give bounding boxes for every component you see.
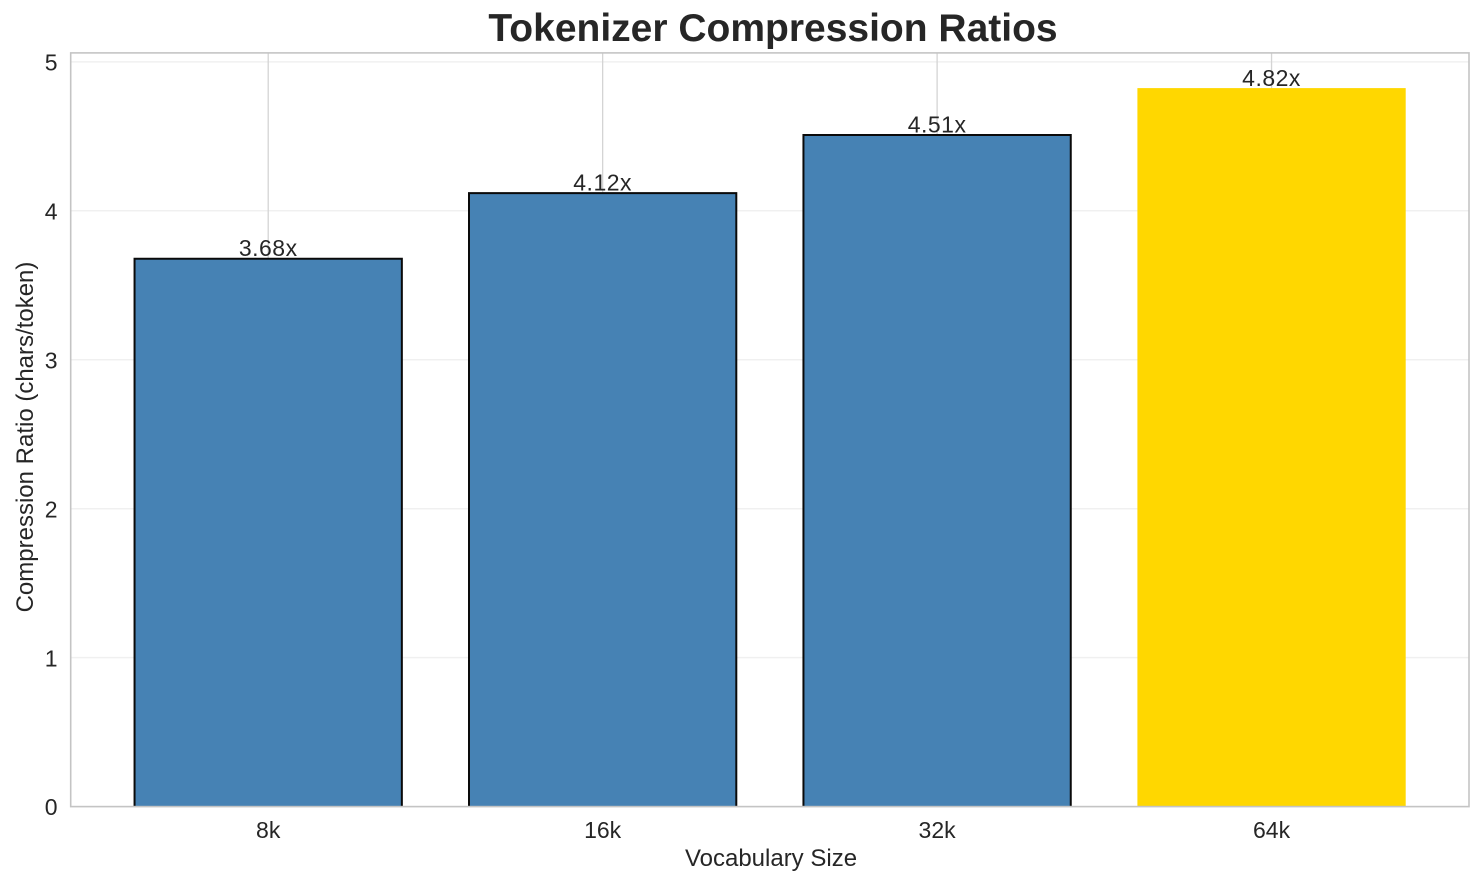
svg-text:32k: 32k bbox=[919, 817, 957, 843]
svg-text:Vocabulary Size: Vocabulary Size bbox=[685, 845, 857, 872]
svg-text:4: 4 bbox=[45, 198, 58, 224]
svg-text:4.12x: 4.12x bbox=[573, 169, 632, 195]
svg-text:16k: 16k bbox=[584, 817, 622, 843]
svg-text:0: 0 bbox=[45, 794, 58, 820]
svg-text:5: 5 bbox=[45, 49, 58, 75]
svg-text:8k: 8k bbox=[256, 817, 281, 843]
svg-text:4.82x: 4.82x bbox=[1242, 65, 1301, 91]
svg-text:1: 1 bbox=[45, 645, 58, 671]
svg-text:64k: 64k bbox=[1253, 817, 1291, 843]
svg-text:3.68x: 3.68x bbox=[239, 235, 298, 261]
svg-text:Tokenizer Compression Ratios: Tokenizer Compression Ratios bbox=[488, 7, 1057, 50]
svg-text:Compression Ratio (chars/token: Compression Ratio (chars/token) bbox=[12, 262, 39, 613]
svg-text:3: 3 bbox=[45, 347, 58, 373]
svg-text:4.51x: 4.51x bbox=[908, 111, 967, 137]
svg-text:2: 2 bbox=[45, 496, 58, 522]
